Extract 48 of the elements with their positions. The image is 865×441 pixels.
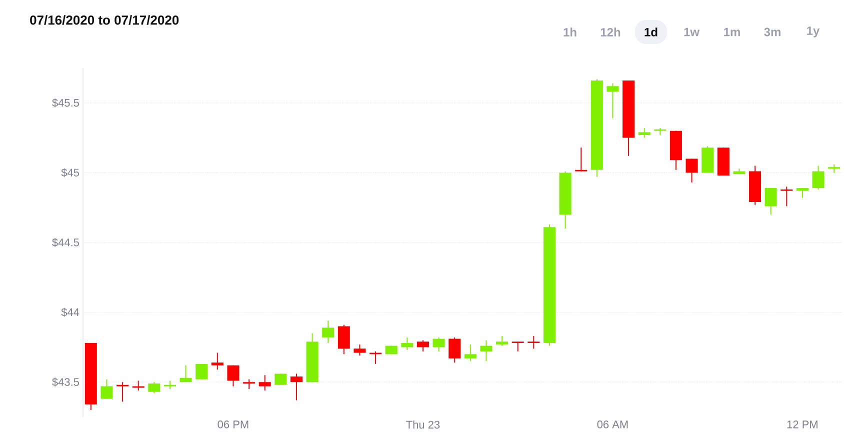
- candlestick: [432, 336, 445, 352]
- text: 1m: [724, 28, 740, 36]
- candlestick: [116, 382, 129, 402]
- text: 1w: [684, 28, 700, 36]
- chart-title: 07/16/2020 to 07/17/2020: [30, 15, 179, 25]
- candlestick: [148, 382, 160, 394]
- candlestick: [274, 373, 287, 386]
- text: 1h: [564, 28, 576, 36]
- x-tick-label: 12 PM: [787, 420, 818, 428]
- text: 12h: [600, 28, 620, 36]
- candlestick: [606, 82, 619, 119]
- candlestick: [100, 378, 113, 400]
- text: 3m: [764, 28, 780, 36]
- candlestick: [180, 364, 192, 383]
- candlestick: [764, 188, 777, 216]
- candlestick: [638, 128, 650, 138]
- x-tick-label: 06 PM: [218, 420, 248, 428]
- candlestick: [290, 373, 302, 401]
- candlestick: [575, 147, 588, 172]
- candlestick: [686, 158, 698, 183]
- x-tick-label: 06 AM: [597, 420, 628, 428]
- candlestick: [464, 344, 476, 362]
- candlestick: [338, 324, 350, 355]
- candlestick: [448, 336, 461, 364]
- y-tick-label: $45: [61, 168, 79, 178]
- candlestick: [496, 336, 508, 346]
- y-tick-label: $45.5: [52, 98, 79, 108]
- candlestick: [512, 341, 524, 352]
- candlestick: [354, 344, 366, 356]
- candlestick: [243, 378, 256, 390]
- candlestick: [196, 363, 208, 380]
- candlestick: [322, 320, 334, 344]
- candlestick: [227, 364, 240, 387]
- candlestick: [796, 188, 808, 198]
- text: 1d: [644, 28, 658, 36]
- candlestick: [528, 336, 540, 350]
- y-tick-label: $44: [61, 308, 80, 317]
- candlestick: [416, 340, 429, 352]
- candlestick: [258, 374, 271, 391]
- candlestick: [812, 165, 824, 190]
- candlestick: [401, 336, 414, 350]
- candlestick: [780, 186, 793, 207]
- candlestick: [480, 340, 492, 362]
- candlestick: [211, 352, 224, 370]
- text: 1y: [807, 26, 820, 38]
- x-tick-label: Thu 23: [406, 420, 440, 429]
- y-tick-label: $44.5: [52, 238, 79, 247]
- y-tick-label: $43.5: [52, 378, 79, 387]
